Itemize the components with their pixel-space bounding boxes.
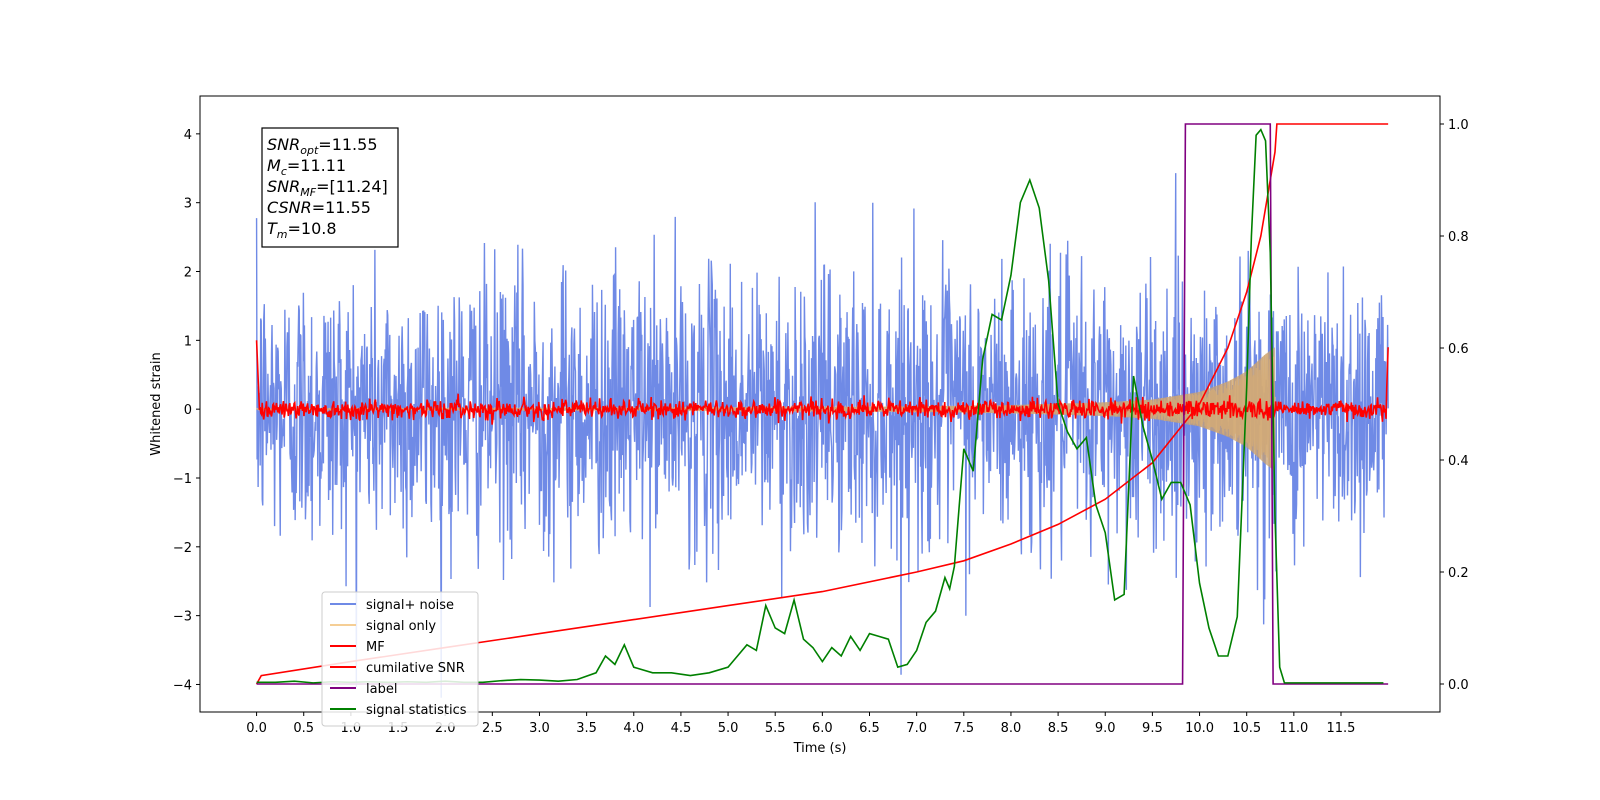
x-tick-label: 10.0 bbox=[1185, 721, 1214, 736]
series-signal-noise bbox=[255, 173, 1389, 698]
y2-tick-label: 1.0 bbox=[1448, 118, 1469, 133]
x-tick-label: 8.5 bbox=[1048, 721, 1069, 736]
info-box-frame bbox=[261, 127, 399, 248]
legend: signal+ noise signal only MF cumilative SNR… bbox=[321, 591, 479, 727]
legend-label: signal statistics bbox=[366, 703, 467, 718]
y-tick-label: −1 bbox=[173, 472, 192, 487]
x-tick-label: 5.0 bbox=[718, 721, 739, 736]
info-line: SNRopt=11.55 bbox=[267, 135, 378, 157]
x-tick-label: 7.5 bbox=[953, 721, 974, 736]
x-tick-label: 8.0 bbox=[1001, 721, 1022, 736]
y-axis-left: 4 3 2 1 0 −1 −2 −3 −4 bbox=[173, 128, 200, 693]
y2-tick-label: 0.2 bbox=[1448, 566, 1469, 581]
y-axis-right: 1.0 0.8 0.6 0.4 0.2 0.0 bbox=[1440, 118, 1469, 693]
x-tick-label: 6.5 bbox=[859, 721, 880, 736]
y-tick-label: −2 bbox=[173, 541, 192, 556]
y-tick-label: 0 bbox=[184, 403, 192, 418]
x-tick-label: 3.5 bbox=[576, 721, 597, 736]
legend-label: label bbox=[366, 682, 397, 697]
x-tick-label: 7.0 bbox=[906, 721, 927, 736]
x-tick-label: 9.5 bbox=[1142, 721, 1163, 736]
x-tick-label: 0.5 bbox=[293, 721, 314, 736]
x-tick-label: 0.0 bbox=[246, 721, 267, 736]
series-mf bbox=[255, 340, 1389, 425]
y-axis-label: Whitened strain bbox=[149, 352, 164, 455]
series-label bbox=[256, 123, 1389, 685]
x-axis-label: Time (s) bbox=[793, 741, 847, 756]
plot-area bbox=[255, 123, 1389, 698]
y-tick-label: −4 bbox=[173, 678, 192, 693]
x-tick-label: 4.0 bbox=[623, 721, 644, 736]
legend-label: signal+ noise bbox=[366, 598, 454, 613]
x-tick-label: 10.5 bbox=[1232, 721, 1261, 736]
series-cumulative-snr bbox=[255, 123, 1389, 685]
legend-label: signal only bbox=[366, 619, 436, 634]
legend-label: cumilative SNR bbox=[366, 661, 465, 676]
x-tick-label: 3.0 bbox=[529, 721, 550, 736]
x-tick-label: 11.0 bbox=[1279, 721, 1308, 736]
y-tick-label: 1 bbox=[184, 334, 192, 349]
y-tick-label: 4 bbox=[184, 128, 192, 143]
y2-tick-label: 0.4 bbox=[1448, 454, 1469, 469]
y2-tick-label: 0.6 bbox=[1448, 342, 1469, 357]
legend-label: MF bbox=[366, 640, 385, 655]
y2-tick-label: 0.8 bbox=[1448, 230, 1469, 245]
y-tick-label: −3 bbox=[173, 610, 192, 625]
legend-frame bbox=[321, 591, 479, 727]
x-tick-label: 4.5 bbox=[671, 721, 692, 736]
info-line: CSNR=11.55 bbox=[267, 198, 371, 217]
x-tick-label: 2.5 bbox=[482, 721, 503, 736]
x-tick-label: 6.0 bbox=[812, 721, 833, 736]
info-line: Tm=10.8 bbox=[267, 219, 337, 241]
info-line: SNRMF=[11.24] bbox=[267, 177, 388, 199]
plot-frame bbox=[199, 95, 1441, 713]
y2-tick-label: 0.0 bbox=[1448, 678, 1469, 693]
y-tick-label: 2 bbox=[184, 266, 192, 281]
x-tick-label: 11.5 bbox=[1327, 721, 1356, 736]
y-tick-label: 3 bbox=[184, 197, 192, 212]
series-signal-statistics bbox=[256, 128, 1384, 684]
x-tick-label: 5.5 bbox=[765, 721, 786, 736]
info-box: SNRopt=11.55Mc=11.11SNRMF=[11.24]CSNR=11… bbox=[261, 127, 399, 248]
info-line: Mc=11.11 bbox=[267, 156, 346, 178]
x-tick-label: 9.0 bbox=[1095, 721, 1116, 736]
